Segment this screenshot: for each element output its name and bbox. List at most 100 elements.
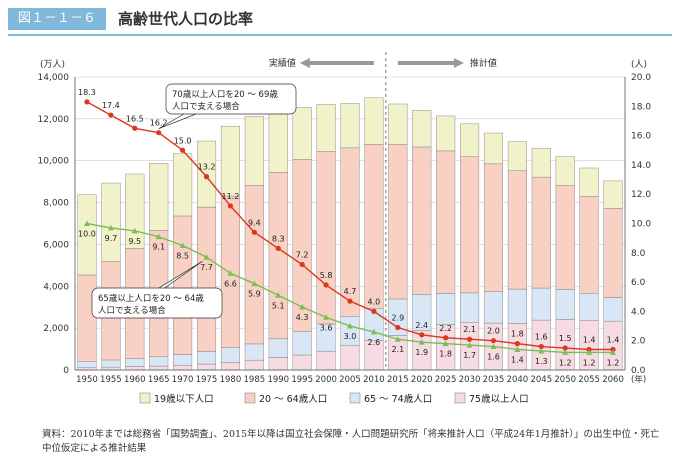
- right-tick-label: 8.0: [631, 249, 646, 259]
- bar-segment: [603, 208, 623, 298]
- x-tick-label: 1970: [172, 375, 194, 385]
- left-tick-label: 14,000: [38, 73, 70, 83]
- ratio-label: 2.2: [439, 324, 452, 333]
- callout-70-pointer: [158, 113, 197, 129]
- x-tick-label: 2055: [578, 375, 600, 385]
- ratio-point: [299, 261, 305, 268]
- ratio-point: [347, 298, 353, 304]
- ratio-point: [84, 99, 90, 105]
- source-note: 資料：2010年までは総務省「国勢調査」、2015年以降は国立社会保障・人口問題…: [42, 429, 660, 454]
- bar-segment: [125, 358, 145, 367]
- ratio-label: 1.3: [535, 357, 548, 366]
- bar-segment: [316, 350, 336, 371]
- left-tick-label: 6,000: [43, 240, 69, 250]
- callout-65-text: 65歳以上人口を20 ～ 64歳: [98, 293, 204, 304]
- x-tick-label: 2025: [435, 375, 457, 385]
- callout-70-box: [165, 83, 297, 115]
- bar-segment: [125, 366, 145, 371]
- bar-segment: [173, 354, 193, 366]
- bar-segment: [77, 274, 97, 362]
- ratio-label: 10.0: [78, 230, 96, 239]
- bar-segment: [483, 132, 504, 165]
- ratio-point: [514, 341, 520, 347]
- ratio-point: [514, 346, 521, 352]
- bar-segment: [436, 293, 456, 325]
- bar-segment: [507, 141, 527, 172]
- bar-segment: [316, 104, 336, 152]
- ratio-label: 1.8: [439, 350, 452, 359]
- ratio-point: [490, 343, 497, 350]
- legend-label: 19歳以下人口: [154, 393, 214, 405]
- x-tick-label: 1965: [148, 375, 170, 385]
- bar-segment: [292, 354, 312, 371]
- legend-swatch: [454, 392, 466, 404]
- x-tick-label: 2040: [507, 375, 529, 385]
- figure-header: 図１－１－６ 高齢世代人口の比率: [0, 0, 680, 38]
- ratio-point: [131, 227, 138, 234]
- ratio-label: 1.2: [583, 358, 596, 367]
- callout-65-text: 人口で支える場合: [98, 305, 166, 316]
- ratio-label: 1.4: [511, 355, 524, 364]
- bar-segment: [244, 116, 264, 186]
- ratio-label: 1.4: [607, 335, 620, 344]
- ratio-label: 5.9: [248, 290, 261, 299]
- ratio-point: [251, 229, 257, 235]
- ratio-label: 18.3: [78, 88, 96, 97]
- x-tick-label: 2010: [363, 375, 385, 385]
- left-axis-unit: (万人): [40, 59, 65, 70]
- ratio-label: 16.2: [150, 119, 168, 128]
- legend-label: 75歳以上人口: [469, 393, 529, 405]
- bar-segment: [412, 110, 432, 148]
- bar-segment: [507, 288, 527, 324]
- ratio-label: 4.3: [296, 313, 309, 322]
- ratio-point: [156, 130, 162, 136]
- right-axis-unit: (人): [631, 59, 647, 70]
- ratio-label: 2.9: [391, 314, 404, 323]
- bar-segment: [316, 151, 336, 325]
- bar-segment: [364, 144, 384, 309]
- bar-segment: [149, 356, 169, 367]
- bar-segment: [436, 115, 456, 152]
- ratio-label: 9.1: [152, 243, 165, 252]
- ratio-label: 4.7: [344, 287, 357, 296]
- callout-70-text: 人口で支える場合: [172, 101, 240, 112]
- bar-segment: [101, 359, 121, 368]
- right-tick-label: 20.0: [631, 73, 651, 83]
- right-tick-label: 2.0: [631, 337, 646, 347]
- bar-segment: [579, 196, 599, 294]
- right-tick-label: 10.0: [631, 220, 651, 230]
- bar-segment: [292, 331, 312, 356]
- x-tick-label: 2045: [530, 375, 552, 385]
- ratio-label: 8.5: [176, 251, 189, 260]
- ratio-point: [323, 282, 329, 288]
- ratio-label: 13.2: [198, 163, 216, 172]
- bar-segment: [244, 343, 264, 361]
- bar-segment: [507, 170, 527, 290]
- ratio-label: 8.3: [272, 234, 285, 243]
- x-tick-label: 1955: [100, 375, 122, 385]
- bar-segment: [268, 109, 288, 173]
- ratio-label: 2.4: [415, 321, 428, 330]
- ratio-point: [275, 292, 282, 298]
- ratio-point: [180, 147, 186, 153]
- bar-segment: [173, 215, 193, 355]
- bar-segment: [340, 345, 360, 371]
- bar-segment: [149, 365, 169, 371]
- ratio-point: [299, 304, 306, 310]
- left-tick-label: 4,000: [43, 282, 69, 292]
- ratio-point: [107, 224, 114, 231]
- ratio-point: [251, 280, 258, 287]
- x-tick-label: 1995: [291, 375, 313, 385]
- x-tick-label: 1950: [76, 375, 98, 385]
- right-tick-label: 16.0: [631, 132, 651, 142]
- ratio-point: [371, 308, 377, 314]
- ratio-point: [490, 338, 497, 344]
- ratio-label: 11.2: [222, 192, 240, 201]
- ratio-point: [132, 125, 138, 131]
- bar-segment: [388, 103, 408, 145]
- figure-number: 図１－１－６: [8, 8, 106, 30]
- bar-segment: [196, 363, 217, 371]
- bar-segment: [340, 103, 360, 149]
- ratio-label: 1.2: [559, 358, 572, 367]
